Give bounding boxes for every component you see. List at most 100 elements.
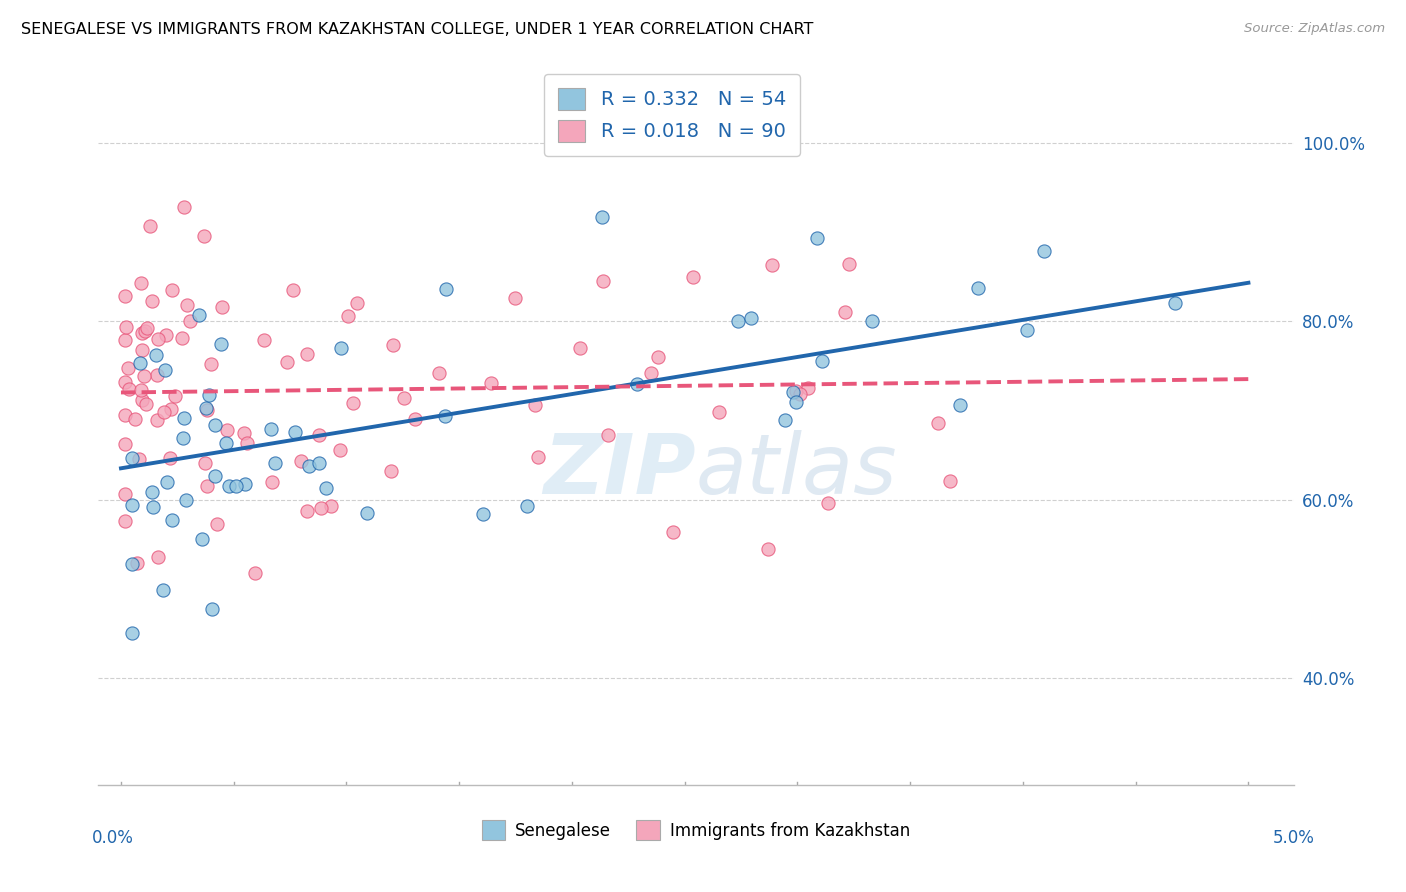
Point bbox=[153, 363, 176, 377]
Point bbox=[236, 435, 259, 450]
Point bbox=[128, 452, 150, 467]
Point bbox=[592, 274, 614, 288]
Point bbox=[153, 405, 176, 419]
Point bbox=[308, 456, 330, 470]
Point bbox=[146, 368, 169, 382]
Point bbox=[662, 524, 685, 539]
Point bbox=[263, 456, 285, 470]
Text: 5.0%: 5.0% bbox=[1272, 830, 1315, 847]
Point bbox=[295, 504, 318, 518]
Point bbox=[516, 499, 538, 513]
Point bbox=[382, 337, 405, 351]
Point bbox=[309, 501, 332, 516]
Point bbox=[155, 327, 177, 342]
Point bbox=[479, 376, 502, 391]
Point bbox=[173, 200, 195, 214]
Point bbox=[136, 321, 159, 335]
Point bbox=[356, 506, 378, 520]
Point bbox=[172, 431, 194, 445]
Point bbox=[145, 348, 167, 362]
Point bbox=[789, 387, 811, 401]
Point bbox=[860, 314, 883, 328]
Point bbox=[330, 341, 353, 355]
Point bbox=[173, 411, 195, 425]
Point bbox=[949, 398, 972, 412]
Point bbox=[682, 269, 704, 284]
Point bbox=[225, 479, 247, 493]
Point bbox=[817, 496, 839, 510]
Point bbox=[160, 401, 183, 416]
Point bbox=[727, 313, 749, 327]
Point bbox=[121, 451, 143, 466]
Point bbox=[939, 474, 962, 488]
Point bbox=[647, 350, 669, 364]
Point bbox=[159, 450, 181, 465]
Point bbox=[336, 309, 359, 323]
Point bbox=[121, 557, 143, 571]
Point bbox=[114, 409, 136, 423]
Point bbox=[245, 566, 267, 580]
Point bbox=[188, 308, 211, 322]
Point bbox=[209, 336, 232, 351]
Point bbox=[127, 556, 149, 570]
Point bbox=[806, 231, 828, 245]
Text: 0.0%: 0.0% bbox=[91, 830, 134, 847]
Point bbox=[207, 517, 229, 532]
Point bbox=[233, 477, 256, 491]
Point bbox=[233, 425, 256, 440]
Text: ZIP: ZIP bbox=[543, 431, 696, 511]
Point bbox=[967, 281, 990, 295]
Point bbox=[145, 413, 167, 427]
Point bbox=[329, 443, 352, 458]
Point bbox=[218, 478, 240, 492]
Point bbox=[115, 320, 138, 334]
Point bbox=[524, 398, 547, 412]
Point bbox=[259, 422, 281, 436]
Point bbox=[170, 331, 193, 345]
Point bbox=[761, 258, 783, 272]
Point bbox=[156, 475, 179, 489]
Point bbox=[195, 403, 218, 417]
Point bbox=[626, 376, 648, 391]
Point bbox=[194, 456, 217, 470]
Point bbox=[135, 397, 157, 411]
Point bbox=[114, 514, 136, 528]
Point bbox=[117, 360, 139, 375]
Point bbox=[176, 298, 198, 312]
Point bbox=[121, 625, 143, 640]
Point bbox=[179, 314, 201, 328]
Text: Source: ZipAtlas.com: Source: ZipAtlas.com bbox=[1244, 22, 1385, 36]
Point bbox=[131, 393, 153, 408]
Point bbox=[503, 291, 526, 305]
Point bbox=[773, 413, 796, 427]
Point bbox=[160, 513, 183, 527]
Point bbox=[160, 283, 183, 297]
Point bbox=[740, 310, 762, 325]
Point bbox=[295, 347, 318, 361]
Point bbox=[404, 412, 426, 426]
Point bbox=[260, 475, 283, 490]
Point bbox=[568, 341, 591, 355]
Point bbox=[201, 601, 224, 615]
Point bbox=[308, 428, 330, 442]
Point bbox=[810, 353, 832, 368]
Point bbox=[141, 484, 163, 499]
Point bbox=[526, 450, 548, 464]
Point bbox=[121, 498, 143, 512]
Point bbox=[1015, 323, 1038, 337]
Point bbox=[1033, 244, 1056, 259]
Point bbox=[174, 493, 197, 508]
Point bbox=[472, 508, 495, 522]
Point bbox=[124, 412, 146, 426]
Text: SENEGALESE VS IMMIGRANTS FROM KAZAKHSTAN COLLEGE, UNDER 1 YEAR CORRELATION CHART: SENEGALESE VS IMMIGRANTS FROM KAZAKHSTAN… bbox=[21, 22, 814, 37]
Point bbox=[204, 469, 226, 483]
Point bbox=[195, 479, 218, 493]
Point bbox=[380, 464, 402, 478]
Point bbox=[148, 550, 170, 565]
Point bbox=[838, 257, 860, 271]
Point bbox=[114, 334, 136, 348]
Point bbox=[195, 401, 218, 415]
Legend: Senegalese, Immigrants from Kazakhstan: Senegalese, Immigrants from Kazakhstan bbox=[474, 812, 918, 848]
Point bbox=[797, 382, 820, 396]
Point bbox=[142, 500, 165, 514]
